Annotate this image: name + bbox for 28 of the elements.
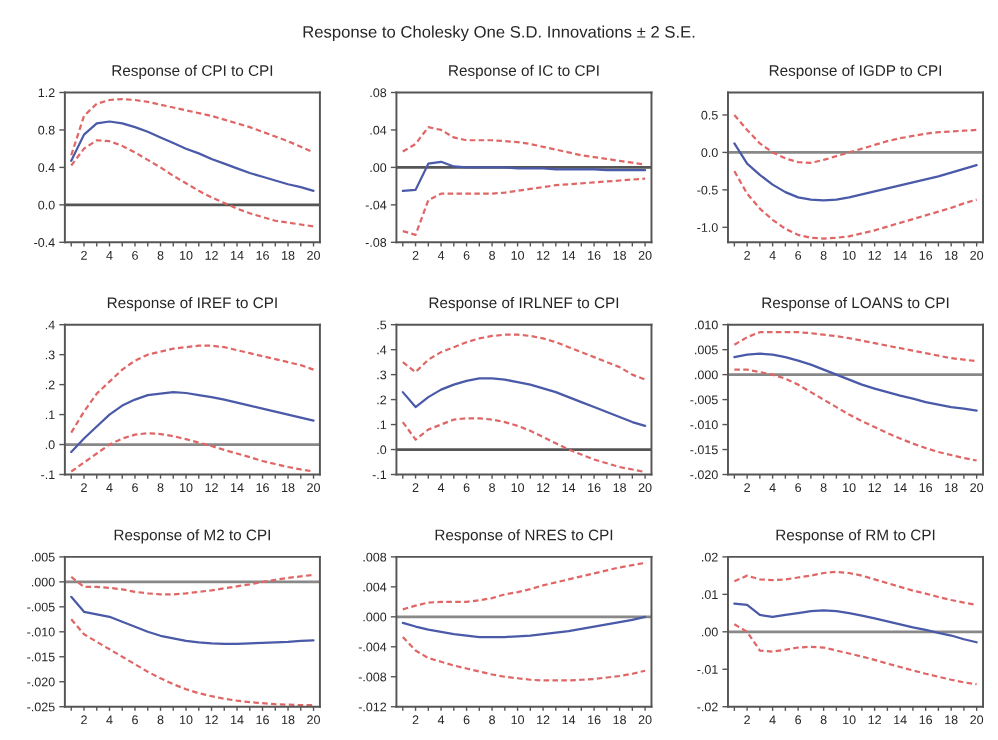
line-series xyxy=(733,570,978,606)
text: Response to Cholesky One S.D. Innovations ± 2 S.E. xyxy=(303,25,695,42)
line-series xyxy=(733,602,978,644)
line-series xyxy=(401,377,647,427)
line-series xyxy=(70,595,315,645)
line-series xyxy=(401,333,647,381)
line-series xyxy=(70,391,315,454)
line-series xyxy=(401,417,647,474)
line-series xyxy=(401,635,647,682)
line-series xyxy=(70,139,315,228)
line-series xyxy=(70,573,315,596)
line-series xyxy=(70,344,315,434)
line-series xyxy=(733,623,978,686)
line-series xyxy=(70,120,315,192)
line-series xyxy=(733,331,978,363)
line-series xyxy=(733,113,978,165)
line-series xyxy=(733,352,978,412)
line-series xyxy=(401,561,647,611)
line-series xyxy=(401,615,647,639)
line-series xyxy=(70,618,315,707)
line-series xyxy=(733,368,978,462)
line-series xyxy=(401,160,647,192)
line-series xyxy=(70,432,315,473)
line-series xyxy=(401,177,647,236)
line-series xyxy=(733,142,978,202)
line-series xyxy=(733,170,978,240)
line-series xyxy=(401,126,647,166)
line-series xyxy=(70,97,315,157)
